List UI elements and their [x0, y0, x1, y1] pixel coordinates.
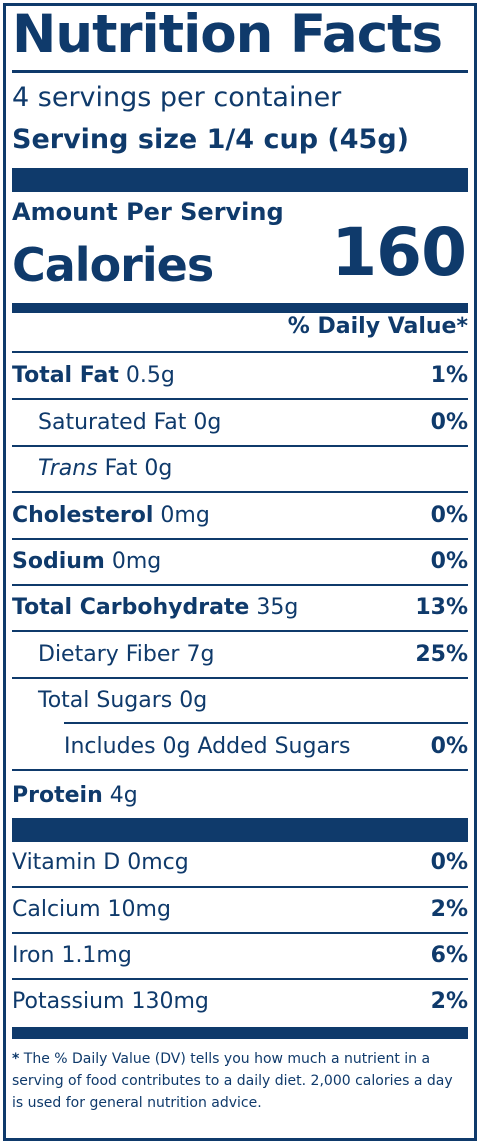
divider — [12, 491, 468, 493]
nutrient-dv: 13% — [415, 595, 468, 620]
medium-divider — [12, 303, 468, 313]
servings-per-container: 4 servings per container — [12, 82, 342, 113]
iron: Iron 1.1mg — [12, 943, 132, 968]
nutrient-amount: 0mg — [104, 549, 162, 574]
vitamin-dv: 6% — [430, 943, 468, 968]
nutrient-amount: 0g — [186, 410, 222, 435]
nutrient-dv: 0% — [430, 410, 468, 435]
calories-value: 160 — [331, 214, 467, 291]
divider — [12, 677, 468, 679]
medium-divider — [12, 1027, 468, 1039]
nutrient-total-fat: Total Fat 0.5g — [12, 363, 175, 388]
nutrient-amount: 0.5g — [118, 363, 175, 388]
nutrient-dv: 0% — [430, 734, 468, 759]
divider — [12, 584, 468, 586]
amount-per-serving: Amount Per Serving — [12, 198, 284, 226]
nutrient-dv: 1% — [430, 363, 468, 388]
divider — [12, 630, 468, 632]
nutrient-amount: 0g — [172, 688, 208, 713]
thick-divider — [12, 818, 468, 842]
nutrient-amount: 35g — [249, 595, 299, 620]
nutrient-name-italic: Trans — [38, 456, 98, 481]
nutrient-name: Sodium — [12, 549, 105, 574]
nutrient-trans-fat: Trans Fat 0g — [38, 456, 172, 481]
divider — [12, 886, 468, 888]
nutrient-dietary-fiber: Dietary Fiber 7g — [38, 642, 214, 667]
divider — [12, 932, 468, 934]
nutrient-name: Total Fat — [12, 363, 119, 388]
nutrient-name: Total Sugars — [38, 688, 173, 713]
thick-divider — [12, 168, 468, 192]
divider — [12, 538, 468, 540]
nutrient-name: Dietary Fiber — [38, 642, 180, 667]
vitamin-dv: 2% — [430, 989, 468, 1014]
nutrient-name: Includes 0g Added Sugars — [64, 734, 351, 759]
nutrient-total-carbohydrate: Total Carbohydrate 35g — [12, 595, 298, 620]
nutrient-amount: 7g — [179, 642, 215, 667]
label-title: Nutrition Facts — [12, 4, 443, 65]
nutrient-name: Fat — [97, 456, 138, 481]
nutrient-added-sugars: Includes 0g Added Sugars — [64, 734, 350, 759]
nutrient-dv: 0% — [430, 549, 468, 574]
daily-value-header: % Daily Value* — [287, 314, 468, 339]
divider — [12, 398, 468, 400]
potassium: Potassium 130mg — [12, 989, 209, 1014]
nutrient-amount: 4g — [102, 783, 138, 808]
calcium: Calcium 10mg — [12, 897, 171, 922]
footnote-text: The % Daily Value (DV) tells you how muc… — [12, 1051, 453, 1111]
label-border — [3, 3, 477, 1141]
serving-size: Serving size 1/4 cup (45g) — [12, 124, 409, 155]
nutrient-name: Total Carbohydrate — [12, 595, 250, 620]
vitamin-dv: 0% — [430, 850, 468, 875]
nutrient-name: Saturated Fat — [38, 410, 187, 435]
footnote-star: * — [12, 1051, 20, 1067]
daily-value-footnote: * The % Daily Value (DV) tells you how m… — [12, 1048, 468, 1114]
divider — [12, 351, 468, 353]
calories-label: Calories — [12, 238, 214, 292]
divider — [64, 722, 468, 724]
nutrient-name: Cholesterol — [12, 503, 154, 528]
vitamin-dv: 2% — [430, 897, 468, 922]
divider — [12, 978, 468, 980]
nutrient-protein: Protein 4g — [12, 783, 138, 808]
nutrient-cholesterol: Cholesterol 0mg — [12, 503, 210, 528]
nutrient-sodium: Sodium 0mg — [12, 549, 161, 574]
divider — [12, 445, 468, 447]
vitamin-d: Vitamin D 0mcg — [12, 850, 189, 875]
nutrient-total-sugars: Total Sugars 0g — [38, 688, 207, 713]
divider — [12, 70, 468, 73]
nutrient-name: Protein — [12, 783, 103, 808]
nutrient-dv: 25% — [415, 642, 468, 667]
nutrient-saturated-fat: Saturated Fat 0g — [38, 410, 221, 435]
nutrient-dv: 0% — [430, 503, 468, 528]
nutrient-amount: 0g — [137, 456, 173, 481]
nutrient-amount: 0mg — [153, 503, 210, 528]
divider — [12, 769, 468, 771]
